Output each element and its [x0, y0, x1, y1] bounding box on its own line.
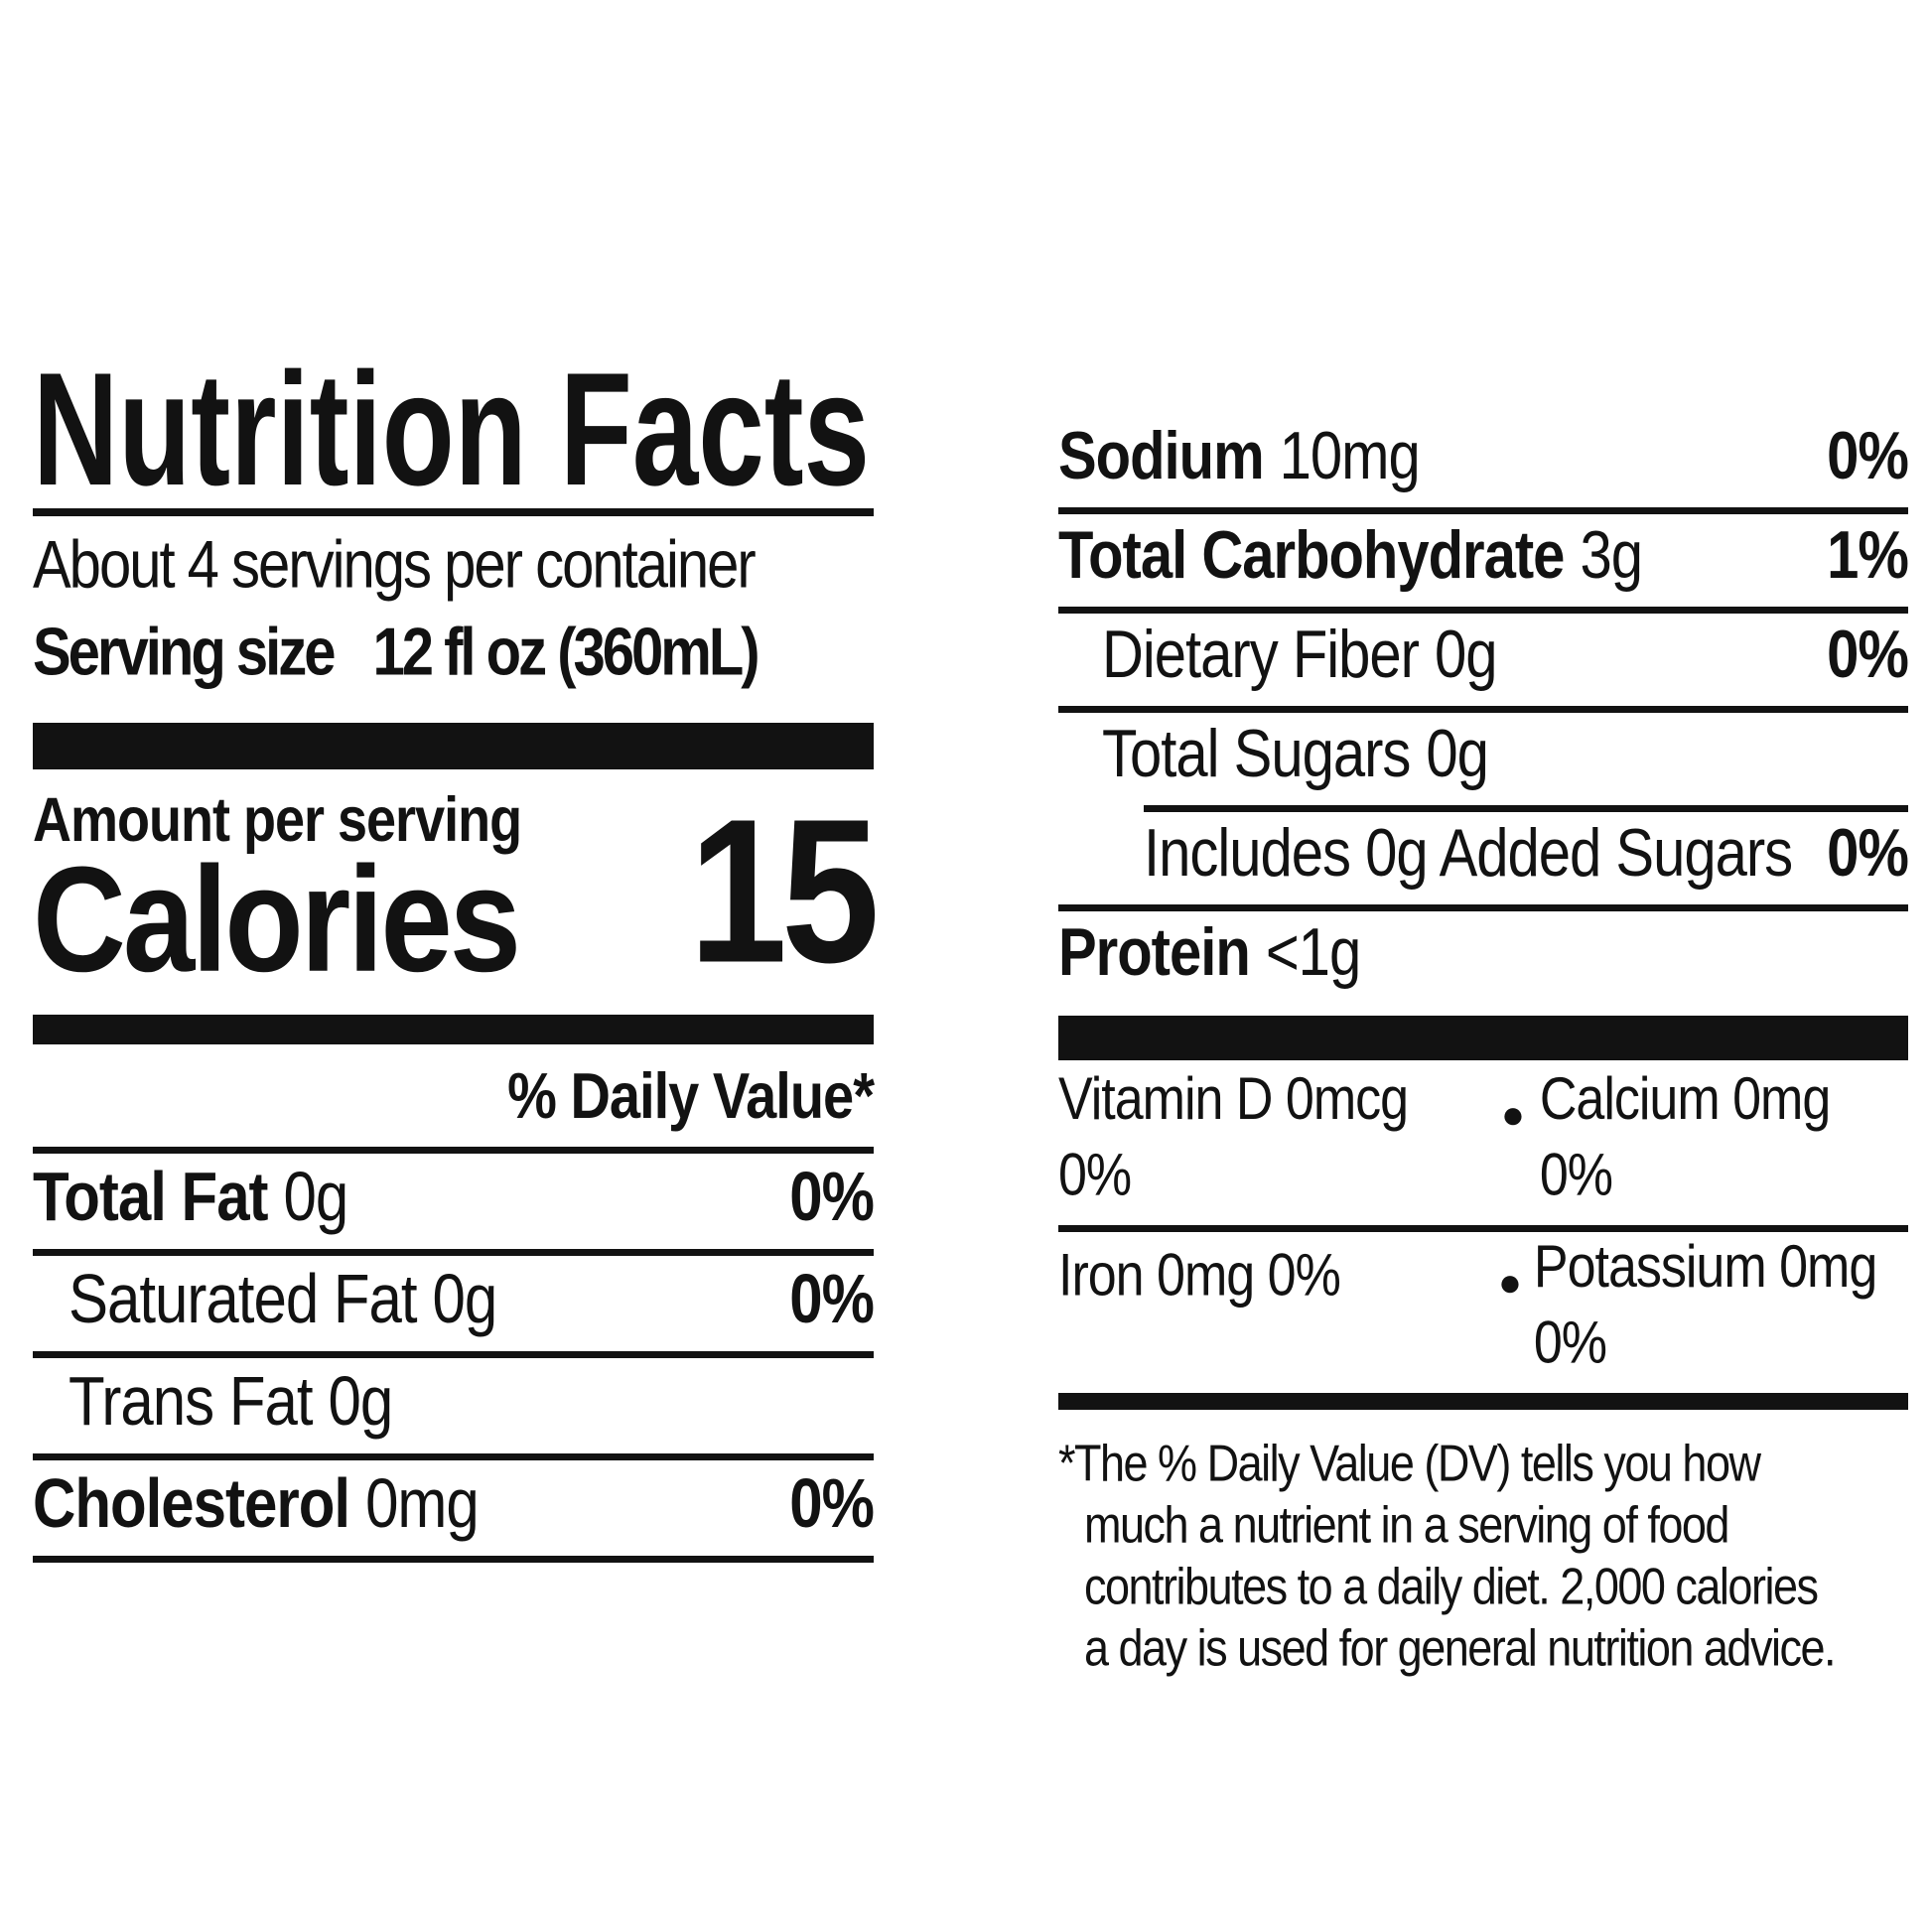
bullet-separator: ●: [1500, 1093, 1525, 1137]
micronutrient-left: Vitamin D 0mcg 0%: [1058, 1065, 1409, 1209]
micronutrient-row: Iron 0mg 0% ● Potassium 0mg 0%: [1058, 1232, 1908, 1393]
daily-value: 0%: [1827, 617, 1909, 692]
daily-value: 0%: [789, 1158, 875, 1236]
daily-value: 0%: [789, 1260, 875, 1338]
section-bar: [1058, 1016, 1908, 1060]
row-cholesterol: Cholesterol 0mg 0%: [33, 1460, 875, 1556]
row-protein: Protein <1g: [1058, 911, 1908, 1004]
calories-row: Calories 15: [33, 788, 880, 994]
nutrient-amount: 10mg: [1279, 418, 1421, 493]
serving-size-line: Serving size 12 fl oz (360mL): [33, 608, 874, 697]
micronutrient-left: Iron 0mg 0%: [1058, 1242, 1341, 1310]
divider: [33, 508, 874, 516]
page-title: Nutrition Facts: [33, 367, 870, 491]
divider: [1058, 706, 1908, 713]
nutrition-facts-title: Nutrition Facts: [33, 340, 870, 519]
footnote-line: much a nutrient in a serving of food: [1084, 1494, 1729, 1555]
nutrient-name: Saturated Fat: [69, 1260, 418, 1338]
nutrient-amount: 0g: [328, 1362, 394, 1441]
left-column: Nutrition Facts About 4 servings per con…: [33, 340, 880, 1563]
nutrient-name: Cholesterol: [33, 1464, 350, 1543]
nutrient-name: Total Sugars: [1102, 716, 1411, 791]
nutrient-name: Sodium: [1058, 418, 1265, 493]
nutrient: Trans Fat 0g: [33, 1363, 393, 1440]
nutrient: Sodium 10mg: [1058, 419, 1421, 493]
daily-value: 1%: [1827, 517, 1909, 593]
nutrient-amount: 0g: [283, 1158, 349, 1236]
nutrient-amount: 0g: [1434, 617, 1498, 692]
divider: [1058, 507, 1908, 514]
row-total-fat: Total Fat 0g 0%: [33, 1154, 875, 1249]
calories-label: Calories: [33, 834, 521, 1004]
daily-value: 0%: [1827, 815, 1909, 891]
micronutrient-right: Calcium 0mg 0%: [1539, 1065, 1831, 1209]
nutrient: Total Carbohydrate 3g: [1058, 518, 1643, 593]
nutrient: Includes 0g Added Sugars: [1058, 816, 1793, 891]
nutrient-amount: 0g: [1426, 716, 1489, 791]
row-sodium: Sodium 10mg 0%: [1058, 415, 1909, 507]
nutrient: Cholesterol 0mg: [33, 1465, 480, 1542]
nutrient-name: Total Fat: [33, 1158, 269, 1236]
daily-value: 0%: [789, 1464, 875, 1543]
micronutrient-right: Potassium 0mg 0%: [1533, 1233, 1877, 1377]
divider: [33, 1249, 874, 1256]
divider: [1058, 904, 1908, 911]
divider: [33, 1556, 874, 1563]
serving-size-value: 12 fl oz (360mL): [372, 614, 759, 690]
nutrient-name: Protein: [1058, 914, 1251, 990]
row-dietary-fiber: Dietary Fiber 0g 0%: [1058, 614, 1909, 706]
nutrient: Protein <1g: [1058, 915, 1361, 990]
serving-size-label: Serving size: [33, 614, 336, 690]
divider: [1144, 805, 1908, 812]
nutrient: Total Fat 0g: [33, 1159, 348, 1235]
section-bar: [33, 1015, 874, 1044]
divider: [1058, 607, 1908, 614]
nutrient-name: Includes 0g Added Sugars: [1144, 815, 1793, 891]
divider: [1058, 1225, 1908, 1232]
row-total-carbohydrate: Total Carbohydrate 3g 1%: [1058, 514, 1909, 607]
nutrient: Total Sugars 0g: [1058, 717, 1489, 791]
micronutrient-row: Vitamin D 0mcg 0% ● Calcium 0mg 0%: [1058, 1060, 1908, 1225]
row-trans-fat: Trans Fat 0g: [33, 1358, 874, 1453]
nutrient-amount: 3g: [1580, 517, 1643, 593]
nutrient-amount: 0g: [432, 1260, 498, 1338]
calories-value: 15: [689, 775, 880, 1006]
divider: [33, 1453, 874, 1460]
nutrient: Saturated Fat 0g: [33, 1261, 497, 1337]
daily-value: 0%: [1827, 418, 1909, 493]
nutrient-name: Total Carbohydrate: [1058, 517, 1565, 593]
row-saturated-fat: Saturated Fat 0g 0%: [33, 1256, 875, 1351]
servings-per-container: About 4 servings per container: [33, 527, 757, 603]
daily-value-footnote: *The % Daily Value (DV) tells you how mu…: [1058, 1434, 1908, 1682]
row-added-sugars: Includes 0g Added Sugars 0%: [1058, 812, 1909, 904]
footnote-line: contributes to a daily diet. 2,000 calor…: [1084, 1556, 1819, 1616]
bullet-separator: ●: [1497, 1261, 1522, 1305]
amount-per-serving: Amount per serving: [33, 785, 522, 855]
daily-value-header: % Daily Value*: [507, 1058, 875, 1132]
right-column: Sodium 10mg 0% Total Carbohydrate 3g 1% Di…: [1058, 415, 1909, 1682]
section-bar: [33, 723, 874, 769]
footnote-line: a day is used for general nutrition advi…: [1084, 1617, 1836, 1678]
divider: [33, 1147, 874, 1154]
nutrient: Dietary Fiber 0g: [1058, 618, 1497, 692]
nutrient-name: Trans Fat: [69, 1362, 314, 1441]
row-total-sugars: Total Sugars 0g: [1058, 713, 1908, 805]
nutrient-name: Dietary Fiber: [1102, 617, 1420, 692]
nutrient-amount: 0mg: [365, 1464, 480, 1543]
footnote-line: *The % Daily Value (DV) tells you how: [1058, 1433, 1761, 1493]
nutrient-amount: <1g: [1265, 914, 1361, 990]
section-bar: [1058, 1393, 1908, 1410]
divider: [33, 1351, 874, 1358]
